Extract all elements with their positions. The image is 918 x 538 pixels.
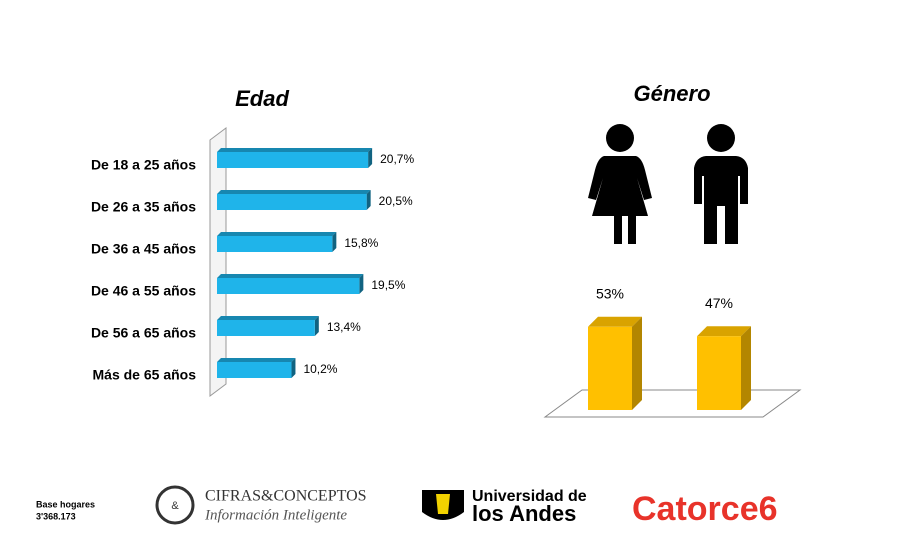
- bar: [217, 152, 369, 168]
- floor: [543, 389, 802, 418]
- base-label: Base hogares: [36, 499, 95, 509]
- bar-side: [741, 326, 751, 410]
- value-label: 15,8%: [344, 236, 378, 250]
- axis-wall: [209, 127, 227, 397]
- chart-title: Edad: [235, 86, 289, 111]
- logo-andes-2: los Andes: [472, 501, 576, 526]
- y-tick-label: De 46 a 55 años: [91, 283, 196, 299]
- value-label: 19,5%: [371, 278, 405, 292]
- logo-name: CIFRAS&CONCEPTOS: [205, 488, 367, 505]
- bar-top: [217, 358, 296, 362]
- y-tick-label: De 26 a 35 años: [91, 199, 196, 215]
- bar-top: [217, 190, 371, 194]
- value-label: 20,5%: [379, 194, 413, 208]
- bar: [588, 326, 632, 410]
- bar: [217, 278, 360, 294]
- value-label: 47%: [705, 295, 733, 311]
- svg-text:&: &: [171, 500, 179, 512]
- logo-catorce: Catorce6: [632, 490, 778, 528]
- bar-top: [217, 274, 364, 278]
- chart-title: Género: [633, 81, 710, 106]
- y-tick-label: Más de 65 años: [93, 367, 197, 383]
- value-label: 20,7%: [380, 152, 414, 166]
- value-label: 10,2%: [303, 362, 337, 376]
- y-tick-label: De 18 a 25 años: [91, 157, 196, 173]
- logo-andes-shield: [422, 490, 464, 520]
- bar-side: [632, 316, 642, 410]
- bar: [217, 194, 367, 210]
- y-tick-label: De 56 a 65 años: [91, 325, 196, 341]
- logo-cifras: &: [155, 485, 195, 525]
- y-tick-label: De 36 a 45 años: [91, 241, 196, 257]
- bar-side: [366, 190, 371, 210]
- bar-top: [588, 316, 642, 327]
- woman-icon: [588, 124, 652, 244]
- bar-side: [291, 358, 296, 378]
- bar-side: [314, 316, 319, 336]
- bar: [217, 362, 292, 378]
- bar-top: [217, 316, 319, 320]
- bar: [217, 320, 315, 336]
- bar-side: [359, 274, 364, 294]
- man-icon: [694, 124, 748, 244]
- value-label: 13,4%: [327, 320, 361, 334]
- base-value: 3'368.173: [36, 511, 76, 521]
- logo-tagline: Información Inteligente: [204, 507, 347, 523]
- bar-top: [217, 232, 337, 236]
- bar-top: [697, 326, 751, 337]
- bar-top: [217, 148, 373, 152]
- logo-andes-1: Universidad de: [472, 488, 587, 505]
- bar-side: [332, 232, 337, 252]
- bar-side: [368, 148, 373, 168]
- value-label: 53%: [596, 285, 624, 301]
- bar: [217, 236, 333, 252]
- bar: [697, 336, 741, 410]
